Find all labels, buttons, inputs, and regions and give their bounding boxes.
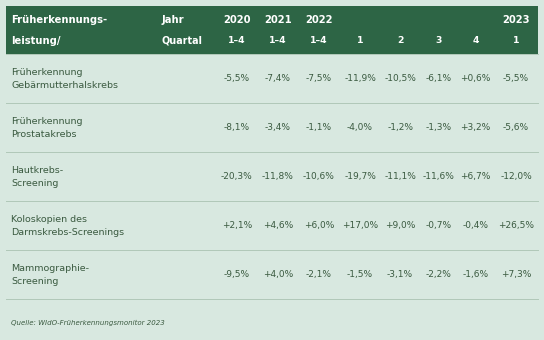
Text: Koloskopien des: Koloskopien des xyxy=(11,215,87,224)
Text: +2,1%: +2,1% xyxy=(221,221,252,230)
Text: -5,6%: -5,6% xyxy=(503,123,529,132)
Text: Quelle: WIdO-Früherkennungsmonitor 2023: Quelle: WIdO-Früherkennungsmonitor 2023 xyxy=(11,320,165,326)
Text: -9,5%: -9,5% xyxy=(224,270,250,279)
Text: 1: 1 xyxy=(513,36,519,45)
Text: -5,5%: -5,5% xyxy=(503,74,529,83)
Text: 2: 2 xyxy=(397,36,403,45)
Text: -20,3%: -20,3% xyxy=(221,172,252,181)
Text: Mammographie-: Mammographie- xyxy=(11,264,89,273)
Text: 4: 4 xyxy=(472,36,479,45)
Text: 1–4: 1–4 xyxy=(310,36,327,45)
Text: -1,1%: -1,1% xyxy=(306,123,332,132)
Text: 1: 1 xyxy=(357,36,363,45)
Text: +17,0%: +17,0% xyxy=(342,221,378,230)
Text: -3,1%: -3,1% xyxy=(387,270,413,279)
Text: +3,2%: +3,2% xyxy=(460,123,491,132)
Text: -1,3%: -1,3% xyxy=(425,123,452,132)
Text: Gebärmutterhalskrebs: Gebärmutterhalskrebs xyxy=(11,81,118,90)
Text: -10,6%: -10,6% xyxy=(303,172,335,181)
Text: Jahr: Jahr xyxy=(162,15,184,26)
Text: Hautkrebs-: Hautkrebs- xyxy=(11,166,63,175)
Text: -11,9%: -11,9% xyxy=(344,74,376,83)
Text: -11,6%: -11,6% xyxy=(422,172,454,181)
Text: -4,0%: -4,0% xyxy=(347,123,373,132)
Text: 2022: 2022 xyxy=(305,15,333,26)
Text: 3: 3 xyxy=(435,36,441,45)
Text: -1,2%: -1,2% xyxy=(387,123,413,132)
Text: 1–4: 1–4 xyxy=(269,36,287,45)
Text: -5,5%: -5,5% xyxy=(224,74,250,83)
Text: -1,5%: -1,5% xyxy=(347,270,373,279)
Text: -3,4%: -3,4% xyxy=(265,123,291,132)
Text: +26,5%: +26,5% xyxy=(498,221,534,230)
Text: Früherkennung: Früherkennung xyxy=(11,68,83,76)
Text: -2,1%: -2,1% xyxy=(306,270,332,279)
Bar xyxy=(6,6,538,54)
Text: -2,2%: -2,2% xyxy=(425,270,451,279)
Text: +7,3%: +7,3% xyxy=(501,270,531,279)
Text: -0,7%: -0,7% xyxy=(425,221,452,230)
Text: leistung/: leistung/ xyxy=(11,36,60,46)
Text: Screening: Screening xyxy=(11,277,58,286)
Text: -11,1%: -11,1% xyxy=(384,172,416,181)
Text: Quartal: Quartal xyxy=(162,36,202,46)
Text: -0,4%: -0,4% xyxy=(462,221,489,230)
Text: 2020: 2020 xyxy=(223,15,251,26)
Text: Prostatakrebs: Prostatakrebs xyxy=(11,130,77,139)
Text: Früherkennungs-: Früherkennungs- xyxy=(11,15,107,26)
Text: -10,5%: -10,5% xyxy=(384,74,416,83)
Text: +6,7%: +6,7% xyxy=(460,172,491,181)
Text: +9,0%: +9,0% xyxy=(385,221,415,230)
Text: Darmskrebs-Screenings: Darmskrebs-Screenings xyxy=(11,228,124,237)
Text: 2023: 2023 xyxy=(502,15,530,26)
Text: -19,7%: -19,7% xyxy=(344,172,376,181)
Text: Früherkennung: Früherkennung xyxy=(11,117,83,126)
Text: +4,0%: +4,0% xyxy=(263,270,293,279)
Text: -1,6%: -1,6% xyxy=(462,270,489,279)
Text: -7,5%: -7,5% xyxy=(306,74,332,83)
Text: +6,0%: +6,0% xyxy=(304,221,334,230)
Text: 2021: 2021 xyxy=(264,15,292,26)
Text: -8,1%: -8,1% xyxy=(224,123,250,132)
Text: +0,6%: +0,6% xyxy=(460,74,491,83)
Text: -12,0%: -12,0% xyxy=(500,172,532,181)
Text: -7,4%: -7,4% xyxy=(265,74,291,83)
Text: Screening: Screening xyxy=(11,180,58,188)
Text: 1–4: 1–4 xyxy=(228,36,245,45)
Text: -6,1%: -6,1% xyxy=(425,74,452,83)
Text: -11,8%: -11,8% xyxy=(262,172,294,181)
Text: +4,6%: +4,6% xyxy=(263,221,293,230)
